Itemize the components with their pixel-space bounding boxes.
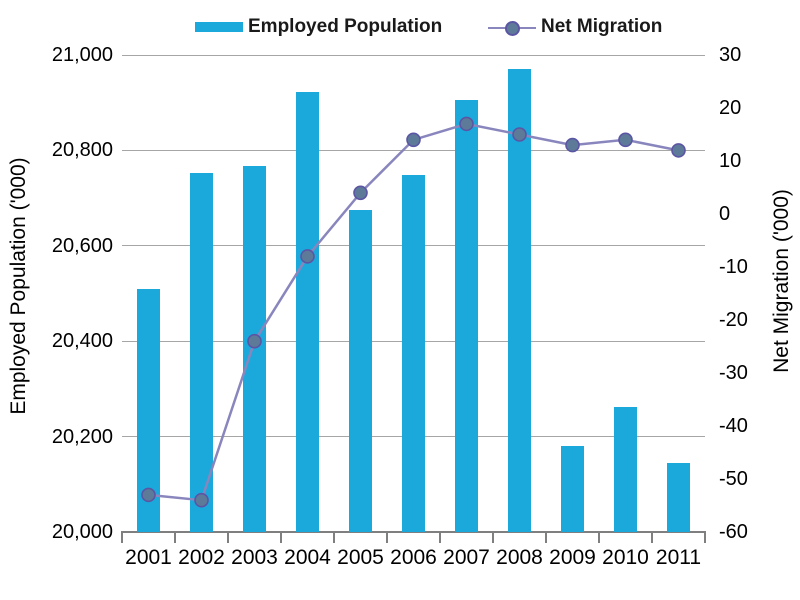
x-axis-tick <box>439 532 441 543</box>
x-axis-tick-label: 2009 <box>549 546 596 569</box>
net-migration-marker-2007 <box>459 116 474 132</box>
x-axis-tick-label: 2011 <box>655 546 702 569</box>
right-axis-tick-label: -20 <box>719 309 748 331</box>
bar-2006 <box>402 174 425 532</box>
right-axis-tick-label: 0 <box>719 203 731 225</box>
line-legend-marker-icon <box>505 20 520 36</box>
net-migration-marker-2004 <box>300 249 315 264</box>
x-axis-tick <box>174 532 176 543</box>
right-axis-tick-label: -40 <box>719 415 748 437</box>
x-axis-tick-label: 2010 <box>602 546 649 569</box>
x-axis-tick-label: 2003 <box>231 546 278 569</box>
bar-2005 <box>349 209 372 532</box>
bar-legend-swatch <box>195 22 243 32</box>
right-axis-tick-label: 30 <box>719 44 742 66</box>
bar-2002 <box>190 173 213 532</box>
x-axis-tick-label: 2008 <box>496 546 543 569</box>
net-migration-line <box>148 122 679 502</box>
x-axis-tick <box>651 532 653 543</box>
net-migration-marker-2003 <box>247 333 262 349</box>
net-migration-marker-2006 <box>406 132 421 148</box>
x-axis-tick <box>333 532 335 543</box>
x-axis-tick <box>492 532 494 543</box>
x-axis-tick-label: 2007 <box>443 546 490 569</box>
bar-2010 <box>614 407 637 532</box>
left-axis-tick-label: 20,200 <box>51 425 113 448</box>
net-migration-marker-2008 <box>512 127 527 142</box>
left-axis-tick-label: 20,600 <box>51 234 113 257</box>
x-axis-tick-label: 2006 <box>390 546 437 569</box>
bar-2001 <box>137 288 160 532</box>
x-axis-tick <box>227 532 229 543</box>
line-legend-swatch <box>488 20 536 36</box>
x-axis-tick <box>280 532 282 543</box>
gridline <box>122 54 705 56</box>
x-axis-tick-label: 2002 <box>178 546 225 569</box>
right-axis-tick-label: -50 <box>719 468 748 490</box>
left-axis-tick-label: 21,000 <box>51 44 113 66</box>
bar-2003 <box>243 165 266 532</box>
right-axis-tick-label: -30 <box>719 362 748 384</box>
x-axis-tick <box>386 532 388 543</box>
bar-2009 <box>561 446 584 532</box>
x-axis-tick <box>598 532 600 543</box>
x-axis-tick-label: 2001 <box>125 546 172 569</box>
bar-2007 <box>455 100 478 532</box>
left-axis-tick-label: 20,400 <box>51 330 113 353</box>
net-migration-marker-2002 <box>194 492 209 508</box>
legend-item-net-migration: Net Migration <box>488 14 662 40</box>
right-axis-tick-label: -10 <box>719 256 748 278</box>
right-axis-tick-label: -60 <box>719 521 748 543</box>
gridline <box>122 149 705 151</box>
bar-2011 <box>667 462 690 532</box>
legend-item-employed-population: Employed Population <box>195 14 442 40</box>
left-axis-tick-label: 20,000 <box>51 521 113 543</box>
bar-2004 <box>296 92 319 532</box>
left-axis-tick-label: 20,800 <box>51 139 113 162</box>
right-axis-tick-label: 10 <box>719 150 742 172</box>
legend-label-employed-population: Employed Population <box>248 16 443 37</box>
net-migration-marker-2010 <box>618 132 633 148</box>
x-axis-tick <box>121 532 123 543</box>
right-axis-tick-label: 20 <box>719 97 742 119</box>
x-axis-line <box>121 531 706 533</box>
legend-label-net-migration: Net Migration <box>541 16 663 37</box>
x-axis-tick-label: 2004 <box>284 546 331 569</box>
net-migration-marker-2005 <box>353 185 368 201</box>
net-migration-marker-2009 <box>565 137 580 153</box>
x-axis-tick <box>545 532 547 543</box>
bar-2008 <box>508 69 531 532</box>
net-migration-marker-2011 <box>671 143 686 158</box>
x-axis-tick-label: 2005 <box>337 546 384 569</box>
net-migration-marker-2001 <box>141 487 156 503</box>
x-axis-tick <box>704 532 706 543</box>
